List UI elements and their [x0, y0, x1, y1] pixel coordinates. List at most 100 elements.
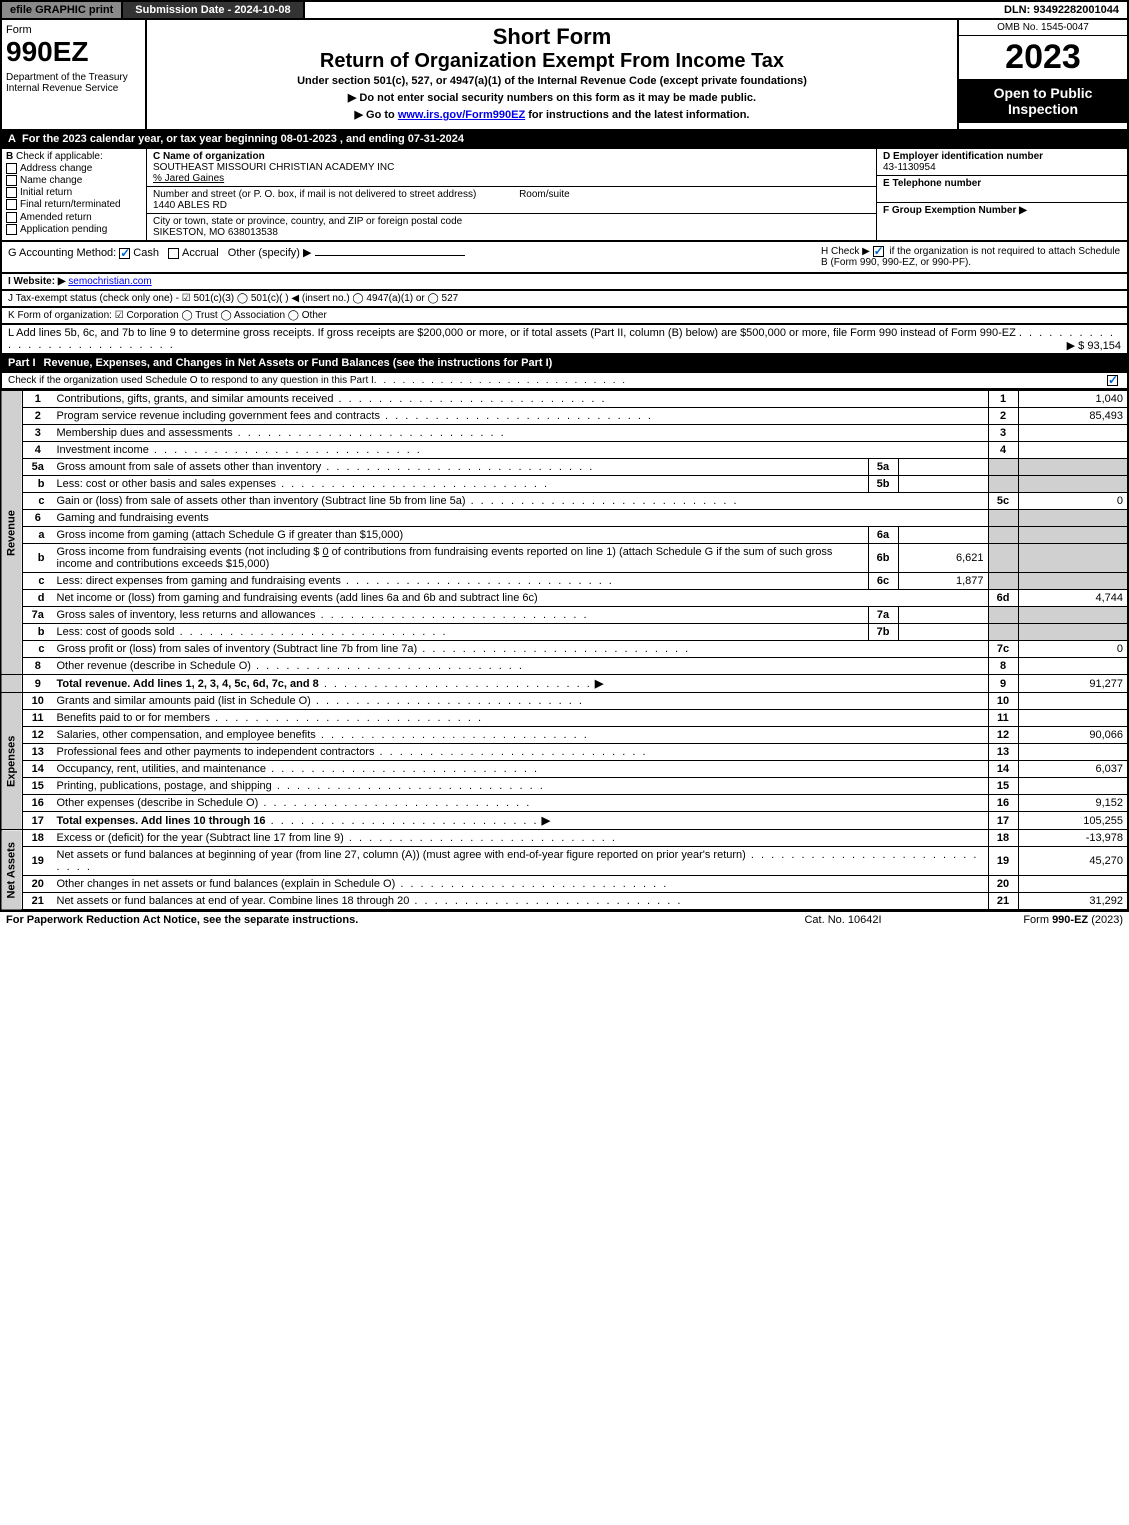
ln-2-rnum: 2	[988, 408, 1018, 425]
ln-6a-mini: 6a	[868, 527, 898, 544]
efile-button[interactable]: efile GRAPHIC print	[2, 2, 123, 18]
ln-7a-rnum	[988, 607, 1018, 624]
city-label: City or town, state or province, country…	[153, 216, 870, 227]
ln-6c-rnum	[988, 573, 1018, 590]
ln-17-desc: Total expenses. Add lines 10 through 16	[57, 815, 266, 827]
header-left: Form 990EZ Department of the Treasury In…	[2, 20, 147, 129]
ln-6d-rnum: 6d	[988, 590, 1018, 607]
footer-form: Form 990-EZ (2023)	[943, 914, 1123, 926]
website-link[interactable]: semochristian.com	[68, 276, 151, 287]
f-group-label: F Group Exemption Number ▶	[883, 205, 1027, 216]
column-c: C Name of organization SOUTHEAST MISSOUR…	[147, 149, 877, 240]
ln-1-rnum: 1	[988, 391, 1018, 408]
ln-6b-desc-pre: Gross income from fundraising events (no…	[57, 546, 323, 558]
chk-address-change[interactable]	[6, 163, 17, 174]
header-mid: Short Form Return of Organization Exempt…	[147, 20, 957, 129]
ln-7b-rnum	[988, 624, 1018, 641]
ln-3-val	[1018, 425, 1128, 442]
ln-18-desc: Excess or (deficit) for the year (Subtra…	[57, 832, 344, 844]
ln-6-rnum	[988, 510, 1018, 527]
part-1-header: Part I Revenue, Expenses, and Changes in…	[0, 355, 1129, 373]
chk-amended-return[interactable]	[6, 212, 17, 223]
chk-schedule-o[interactable]	[1107, 375, 1118, 386]
ln-5b-desc: Less: cost or other basis and sales expe…	[57, 478, 277, 490]
footer-left: For Paperwork Reduction Act Notice, see …	[6, 914, 743, 926]
title-return: Return of Organization Exempt From Incom…	[155, 50, 949, 73]
ln-7a-mval	[898, 607, 988, 624]
ln-17-rnum: 17	[988, 812, 1018, 830]
ln-20-val	[1018, 876, 1128, 893]
ln-6b-mval: 6,621	[898, 544, 988, 573]
ln-8-val	[1018, 658, 1128, 675]
ln-6d-num: d	[23, 590, 53, 607]
submission-date-button[interactable]: Submission Date - 2024-10-08	[123, 2, 304, 18]
side-expenses: Expenses	[1, 693, 23, 830]
room-label: Room/suite	[519, 189, 570, 200]
l-text: L Add lines 5b, 6c, and 7b to line 9 to …	[8, 327, 1016, 339]
ln-7a-num: 7a	[23, 607, 53, 624]
sub3-post: for instructions and the latest informat…	[525, 109, 749, 121]
header-right: OMB No. 1545-0047 2023 Open to Public In…	[957, 20, 1127, 129]
chk-initial-return[interactable]	[6, 187, 17, 198]
ln-20-desc: Other changes in net assets or fund bala…	[57, 878, 396, 890]
ln-5b-val	[1018, 476, 1128, 493]
ln-16-num: 16	[23, 795, 53, 812]
ln-14-val: 6,037	[1018, 761, 1128, 778]
ln-6a-rnum	[988, 527, 1018, 544]
irs-link[interactable]: www.irs.gov/Form990EZ	[398, 109, 525, 121]
ln-5a-val	[1018, 459, 1128, 476]
street-label: Number and street (or P. O. box, if mail…	[153, 189, 476, 200]
ln-5b-rnum	[988, 476, 1018, 493]
chk-final-return[interactable]	[6, 199, 17, 210]
b-item-2: Initial return	[20, 187, 72, 198]
ln-1-val: 1,040	[1018, 391, 1128, 408]
ln-4-desc: Investment income	[57, 444, 149, 456]
ln-11-desc: Benefits paid to or for members	[57, 712, 210, 724]
ln-16-val: 9,152	[1018, 795, 1128, 812]
ln-7c-val: 0	[1018, 641, 1128, 658]
ein-value: 43-1130954	[883, 162, 936, 173]
ln-6c-mini: 6c	[868, 573, 898, 590]
ln-3-desc: Membership dues and assessments	[57, 427, 233, 439]
ln-5b-num: b	[23, 476, 53, 493]
ln-3-rnum: 3	[988, 425, 1018, 442]
sub3-pre: ▶ Go to	[355, 109, 398, 121]
ln-10-rnum: 10	[988, 693, 1018, 710]
other-label: Other (specify) ▶	[228, 247, 312, 259]
b-title: Check if applicable:	[16, 151, 103, 162]
ln-6d-desc: Net income or (loss) from gaming and fun…	[57, 592, 538, 604]
ln-8-rnum: 8	[988, 658, 1018, 675]
ln-7a-mini: 7a	[868, 607, 898, 624]
ln-6-num: 6	[23, 510, 53, 527]
ln-7a-desc: Gross sales of inventory, less returns a…	[57, 609, 316, 621]
h-text1: Check ▶	[831, 246, 870, 257]
ln-5b-mval	[898, 476, 988, 493]
ln-9-val: 91,277	[1018, 675, 1128, 693]
ln-9-desc: Total revenue. Add lines 1, 2, 3, 4, 5c,…	[57, 678, 319, 690]
side-netassets: Net Assets	[1, 830, 23, 911]
chk-application-pending[interactable]	[6, 224, 17, 235]
department-label: Department of the Treasury Internal Reve…	[6, 72, 141, 94]
ln-5a-num: 5a	[23, 459, 53, 476]
ln-12-val: 90,066	[1018, 727, 1128, 744]
ln-6a-desc: Gross income from gaming (attach Schedul…	[57, 529, 404, 541]
chk-accrual[interactable]	[168, 248, 179, 259]
ln-7a-val	[1018, 607, 1128, 624]
ln-7c-desc: Gross profit or (loss) from sales of inv…	[57, 643, 418, 655]
ln-6b-num: b	[23, 544, 53, 573]
g-label: G Accounting Method:	[8, 247, 116, 259]
chk-name-change[interactable]	[6, 175, 17, 186]
row-j: J Tax-exempt status (check only one) - ☑…	[0, 291, 1129, 308]
ln-2-desc: Program service revenue including govern…	[57, 410, 380, 422]
ln-21-rnum: 21	[988, 893, 1018, 911]
care-of: % Jared Gaines	[153, 173, 870, 184]
ln-7b-mini: 7b	[868, 624, 898, 641]
row-k: K Form of organization: ☑ Corporation ◯ …	[0, 308, 1129, 325]
chk-cash[interactable]	[119, 248, 130, 259]
section-bcdef: B Check if applicable: Address change Na…	[0, 149, 1129, 242]
form-label: Form	[6, 24, 141, 36]
footer-right-bold: 990-EZ	[1052, 914, 1088, 926]
ln-9-num: 9	[23, 675, 53, 693]
ln-10-desc: Grants and similar amounts paid (list in…	[57, 695, 311, 707]
chk-h[interactable]	[873, 246, 884, 257]
